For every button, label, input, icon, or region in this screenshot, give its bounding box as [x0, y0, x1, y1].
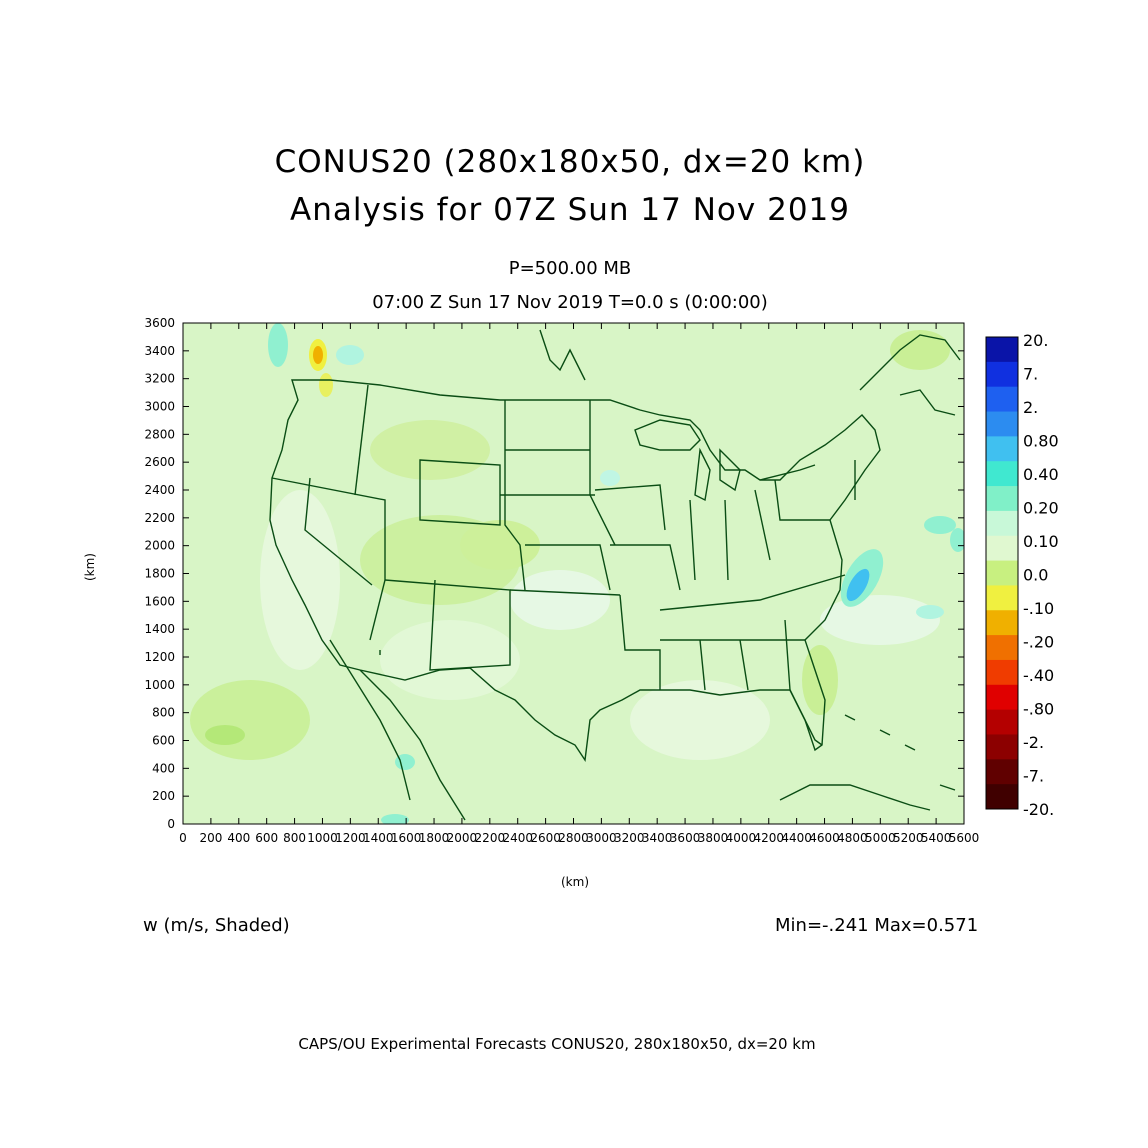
colorbar-label: 0.10 [1023, 532, 1059, 551]
y-tick-label: 600 [152, 734, 175, 748]
y-tick-label: 2800 [144, 427, 175, 441]
x-tick-label: 1000 [307, 831, 338, 845]
x-tick-label: 4200 [753, 831, 784, 845]
colorbar-frame [985, 336, 1019, 810]
colorbar-label: -20. [1023, 800, 1054, 819]
x-tick-label: 4000 [726, 831, 757, 845]
colorbar-swatch [986, 610, 1018, 636]
x-tick-label: 2000 [447, 831, 478, 845]
colorbar-swatch [986, 361, 1018, 388]
y-tick-label: 0 [167, 817, 175, 831]
y-tick-label: 1600 [144, 594, 175, 608]
y-tick-label: 2600 [144, 455, 175, 469]
x-tick-label: 800 [283, 831, 306, 845]
colorbar-swatch [986, 411, 1018, 437]
field-label: w (m/s, Shaded) [143, 915, 290, 936]
x-tick-label: 1600 [391, 831, 422, 845]
x-tick-label: 3200 [614, 831, 645, 845]
y-tick-label: 400 [152, 761, 175, 775]
colorbar-swatch [986, 709, 1018, 735]
colorbar-swatch [986, 759, 1018, 785]
colorbar-label: -2. [1023, 733, 1044, 752]
x-tick-label: 200 [199, 831, 222, 845]
state-boundaries [269, 329, 961, 821]
colorbar-label: 0.40 [1023, 465, 1059, 484]
colorbar-swatch [986, 337, 1018, 363]
x-axis-label: (km) [561, 875, 590, 889]
colorbar-label: -.20 [1023, 633, 1054, 652]
y-axis-ticks: 0 200 400 600 800 1000 1200 1400 1600 1800 2000 220… [144, 316, 964, 831]
colorbar-swatch [986, 461, 1018, 487]
colorbar-swatch [986, 784, 1018, 810]
colorbar-label: -.40 [1023, 666, 1054, 685]
x-tick-label: 2800 [558, 831, 589, 845]
colorbar-swatch [986, 635, 1018, 661]
y-tick-label: 200 [152, 789, 175, 803]
colorbar-swatch [986, 386, 1018, 413]
x-tick-label: 400 [227, 831, 250, 845]
x-tick-label: 5400 [921, 831, 952, 845]
x-tick-label: 3600 [670, 831, 701, 845]
colorbar-swatch [986, 510, 1018, 537]
x-tick-label: 0 [179, 831, 187, 845]
colorbar-swatch [986, 585, 1018, 611]
x-tick-label: 1800 [419, 831, 450, 845]
pressure-level-label: P=500.00 MB [508, 258, 632, 279]
y-tick-label: 1800 [144, 567, 175, 581]
colorbar-label: 0.20 [1023, 499, 1059, 518]
x-tick-label: 1200 [335, 831, 366, 845]
x-axis-ticks: 0 200 400 600 800 100012001400160018002000220… [179, 323, 979, 845]
x-tick-label: 5200 [893, 831, 924, 845]
x-tick-label: 600 [255, 831, 278, 845]
y-tick-label: 3400 [144, 344, 175, 358]
y-tick-label: 3200 [144, 372, 175, 386]
x-tick-label: 3000 [586, 831, 617, 845]
y-axis-label: (km) [83, 552, 98, 582]
colorbar-swatch [986, 659, 1018, 686]
chart-title-line-1: CONUS20 (280x180x50, dx=20 km) [274, 144, 866, 180]
x-tick-label: 2400 [502, 831, 533, 845]
x-tick-label: 1400 [363, 831, 394, 845]
x-tick-label: 4600 [809, 831, 840, 845]
valid-time-label: 07:00 Z Sun 17 Nov 2019 T=0.0 s (0:00:00… [372, 292, 768, 313]
vertical-velocity-shading [190, 323, 964, 824]
footer-credit: CAPS/OU Experimental Forecasts CONUS20, … [298, 1035, 816, 1053]
x-tick-label: 3400 [642, 831, 673, 845]
colorbar-swatch [986, 560, 1018, 586]
colorbar: 20. 7. 2. 0.80 0.40 0.20 0.10 0.0 -.10 -.20 -.40 -.… [985, 331, 1059, 819]
y-tick-label: 3000 [144, 400, 175, 414]
y-tick-label: 1000 [144, 678, 175, 692]
y-tick-label: 2000 [144, 539, 175, 553]
x-tick-label: 3800 [698, 831, 729, 845]
colorbar-swatch [986, 734, 1018, 760]
x-tick-label: 5600 [949, 831, 980, 845]
colorbar-label: -.10 [1023, 599, 1054, 618]
x-tick-label: 2200 [475, 831, 506, 845]
y-tick-label: 2400 [144, 483, 175, 497]
y-tick-label: 1200 [144, 650, 175, 664]
x-tick-label: 4800 [837, 831, 868, 845]
y-tick-label: 800 [152, 706, 175, 720]
colorbar-label: 7. [1023, 365, 1038, 384]
x-tick-label: 4400 [781, 831, 812, 845]
colorbar-label: 0.80 [1023, 432, 1059, 451]
colorbar-label: 2. [1023, 398, 1038, 417]
chart-title-line-2: Analysis for 07Z Sun 17 Nov 2019 [290, 192, 850, 228]
x-tick-label: 5000 [865, 831, 896, 845]
y-tick-label: 1400 [144, 622, 175, 636]
min-max-label: Min=-.241 Max=0.571 [775, 915, 979, 936]
colorbar-label: 20. [1023, 331, 1048, 350]
colorbar-label: 0.0 [1023, 566, 1048, 585]
colorbar-swatch [986, 535, 1018, 562]
colorbar-swatch [986, 436, 1018, 462]
colorbar-label: -7. [1023, 767, 1044, 786]
colorbar-swatch [986, 684, 1018, 711]
x-tick-label: 2600 [530, 831, 561, 845]
y-tick-label: 2200 [144, 511, 175, 525]
colorbar-label: -.80 [1023, 700, 1054, 719]
y-tick-label: 3600 [144, 316, 175, 330]
colorbar-swatch [986, 486, 1018, 512]
